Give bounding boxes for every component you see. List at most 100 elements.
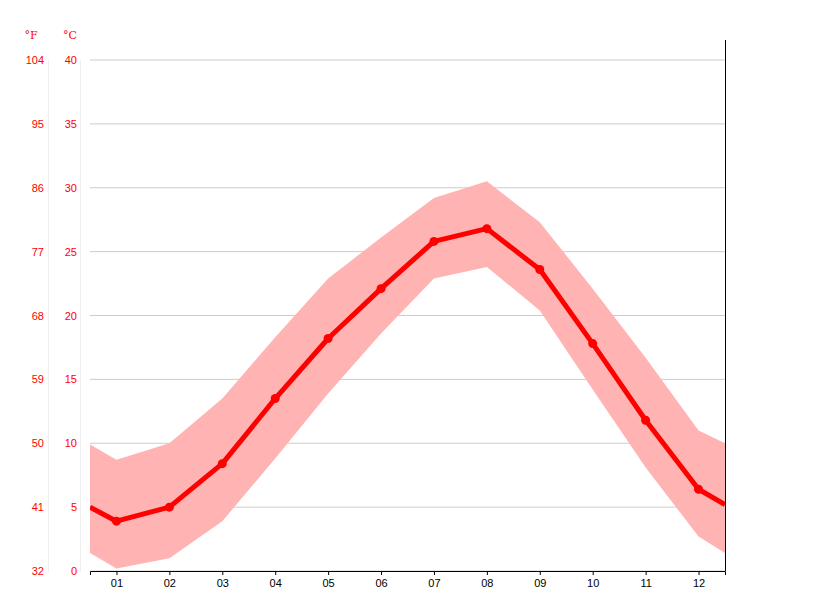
tick-mark bbox=[275, 571, 276, 575]
marker bbox=[535, 265, 544, 274]
tick-label: 06 bbox=[375, 577, 387, 589]
tick-label: 15 bbox=[65, 373, 77, 385]
grid bbox=[90, 60, 725, 571]
tick-label: 59 bbox=[32, 373, 44, 385]
tick: 0 bbox=[71, 565, 80, 577]
tick-label: 12 bbox=[693, 577, 705, 589]
tick: 104 bbox=[26, 54, 48, 66]
marker bbox=[165, 503, 174, 512]
tick: 20 bbox=[65, 310, 80, 322]
grid-line bbox=[90, 60, 725, 61]
tick-mark bbox=[222, 571, 223, 575]
tick: 35 bbox=[65, 118, 80, 130]
tick-mark bbox=[434, 571, 435, 575]
y-axis: 0 5 10 15 20 25 30 35 40 bbox=[65, 54, 81, 577]
tick: 01 bbox=[111, 571, 123, 589]
tick-label: 25 bbox=[65, 246, 77, 258]
tick: 02 bbox=[164, 571, 176, 589]
marker bbox=[112, 517, 121, 526]
mean-line bbox=[90, 229, 725, 522]
tick: 10 bbox=[65, 437, 80, 449]
tick-mark bbox=[169, 571, 170, 575]
tick: 15 bbox=[65, 373, 80, 385]
marker bbox=[429, 237, 438, 246]
tick: 05 bbox=[323, 571, 335, 589]
tick: 77 bbox=[32, 246, 48, 258]
tick: 06 bbox=[375, 571, 387, 589]
axis-line bbox=[80, 61, 81, 572]
tick-mark bbox=[540, 571, 541, 575]
range-band bbox=[90, 181, 725, 568]
axis-line bbox=[48, 61, 49, 572]
tick: 59 bbox=[32, 373, 48, 385]
tick-label: 40 bbox=[65, 54, 77, 66]
tick: 40 bbox=[65, 54, 80, 66]
tick-mark bbox=[593, 571, 594, 575]
tick-mark bbox=[487, 571, 488, 575]
tick-label: 05 bbox=[323, 577, 335, 589]
tick-label: 03 bbox=[217, 577, 229, 589]
tick-mark bbox=[116, 571, 117, 575]
grid-line bbox=[90, 123, 725, 124]
tick: 07 bbox=[428, 571, 440, 589]
marker bbox=[271, 394, 280, 403]
axis-title: °F bbox=[24, 29, 38, 42]
tick-mark bbox=[328, 571, 329, 575]
marker bbox=[588, 339, 597, 348]
tick-label: 32 bbox=[32, 565, 44, 577]
tick-label: 104 bbox=[26, 54, 44, 66]
tick-label: 35 bbox=[65, 118, 77, 130]
tick-label: 68 bbox=[32, 310, 44, 322]
tick: 5 bbox=[71, 501, 80, 513]
y2-axis: 32 41 50 59 68 77 86 95 104 bbox=[26, 54, 49, 577]
tick-label: 41 bbox=[32, 501, 44, 513]
chart: 0102030405060708091011120510152025303540… bbox=[0, 0, 815, 611]
marker bbox=[641, 416, 650, 425]
axis-title: °C bbox=[63, 29, 77, 42]
tick: 86 bbox=[32, 182, 48, 194]
tick: 50 bbox=[32, 437, 48, 449]
tick: 95 bbox=[32, 118, 48, 130]
tick: 04 bbox=[270, 571, 282, 589]
tick-label: 77 bbox=[32, 246, 44, 258]
tick-label: 50 bbox=[32, 437, 44, 449]
grid-line bbox=[90, 315, 725, 316]
tick-label: 86 bbox=[32, 182, 44, 194]
tick-label: 11 bbox=[640, 577, 651, 589]
plot-area bbox=[90, 181, 725, 568]
tick-label: 20 bbox=[65, 310, 77, 322]
tick-label: 09 bbox=[534, 577, 546, 589]
tick-mark bbox=[646, 571, 647, 575]
tick: 68 bbox=[32, 310, 48, 322]
tick-label: 04 bbox=[270, 577, 282, 589]
marker bbox=[377, 284, 386, 293]
tick-label: 95 bbox=[32, 118, 44, 130]
x-axis: 01 02 03 04 05 06 07 08 09 10 11 12 bbox=[91, 571, 726, 589]
marker bbox=[218, 459, 227, 468]
tick: 12 bbox=[693, 571, 705, 589]
tick-label: 30 bbox=[65, 182, 77, 194]
tick-label: 10 bbox=[65, 437, 77, 449]
axis-line bbox=[91, 572, 726, 576]
tick-label: 02 bbox=[164, 577, 176, 589]
tick-label: 07 bbox=[428, 577, 440, 589]
tick: 08 bbox=[481, 571, 493, 589]
tick-label: 08 bbox=[481, 577, 493, 589]
tick: 11 bbox=[640, 571, 651, 589]
tick: 32 bbox=[32, 565, 48, 577]
tick-label: 01 bbox=[111, 577, 123, 589]
grid-line bbox=[90, 187, 725, 188]
tick: 10 bbox=[587, 571, 599, 589]
frame-line bbox=[725, 40, 726, 571]
tick-mark bbox=[699, 571, 700, 575]
tick: 41 bbox=[32, 501, 48, 513]
tick-label: 5 bbox=[71, 501, 77, 513]
tick-mark bbox=[381, 571, 382, 575]
tick: 25 bbox=[65, 246, 80, 258]
tick-label: 10 bbox=[587, 577, 599, 589]
tick: 30 bbox=[65, 182, 80, 194]
tick-label: 0 bbox=[71, 565, 77, 577]
marker bbox=[324, 334, 333, 343]
tick: 09 bbox=[534, 571, 546, 589]
marker bbox=[694, 485, 703, 494]
